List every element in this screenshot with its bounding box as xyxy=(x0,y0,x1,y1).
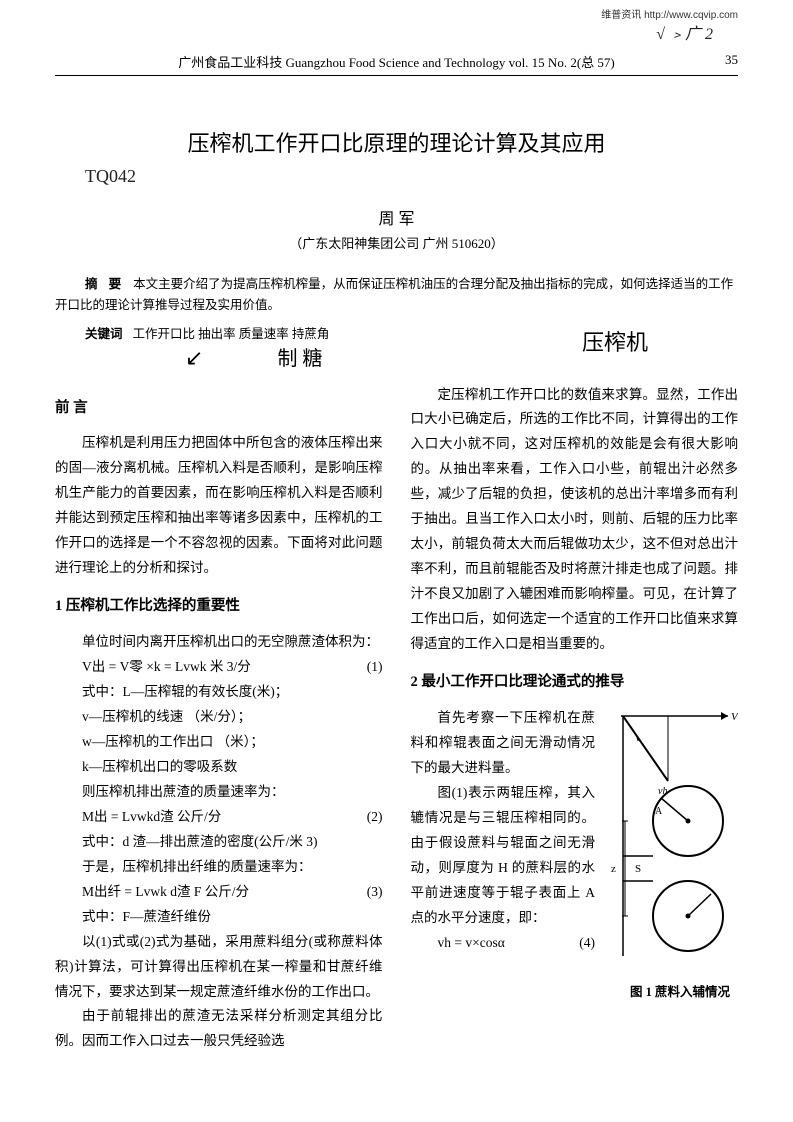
definition-line: 于是，压榨机排出纤维的质量速率为： xyxy=(55,855,383,880)
equation-number: (2) xyxy=(367,805,383,830)
two-column-body: 前 言 压榨机是利用压力把固体中所包含的液体压榨出来的固—液分离机械。压榨机入料… xyxy=(55,383,738,1055)
hand-annotation-classcode: TQ042 xyxy=(85,166,738,187)
section-heading-foreword: 前 言 xyxy=(55,395,383,422)
svg-text:A: A xyxy=(655,806,663,817)
equation-number: (4) xyxy=(579,931,595,956)
equation-3: M出纤 = Lvwk d渣 F 公斤/分(3) xyxy=(55,880,383,905)
paragraph: 图(1)表示两辊压榨，其入辘情况是与三辊压榨相同的。由于假设蔗料与辊面之间无滑动… xyxy=(411,781,596,931)
definition-line: 式中：F—蔗渣纤维份 xyxy=(55,905,383,930)
rollers-diagram-icon: V vh A S xyxy=(603,706,738,966)
figure-1-caption: 图 1 蔗料入辅情况 xyxy=(411,981,739,1004)
left-column: 前 言 压榨机是利用压力把固体中所包含的液体压榨出来的固—液分离机械。压榨机入料… xyxy=(55,383,383,1055)
author: 周 军 xyxy=(55,205,738,229)
equation-number: (3) xyxy=(367,880,383,905)
paper-title: 压榨机工作开口比原理的理论计算及其应用 xyxy=(55,126,738,158)
paragraph: 定压榨机工作开口比的数值来求算。显然，工作出口大小已确定后，所选的工作比不同，计… xyxy=(411,383,739,658)
keywords-row: 关键词工作开口比 抽出率 质量速率 持蔗角 ↙ 制 糖 压榨机 xyxy=(55,323,738,371)
affiliation: （广东太阳神集团公司 广州 510620） xyxy=(55,233,738,252)
abstract-block: 摘 要本文主要介绍了为提高压榨机榨量，从而保证压榨机油压的合理分配及抽出指标的完… xyxy=(55,274,738,317)
definition-line: 式中：d 渣—排出蔗渣的密度(公斤/米 3) xyxy=(55,830,383,855)
svg-text:z: z xyxy=(611,863,616,875)
definition-line: v—压榨机的线速 （米/分）； xyxy=(55,705,383,730)
figure-block: 首先考察一下压榨机在蔗料和榨辊表面之间无滑动情况下的最大进料量。 图(1)表示两… xyxy=(411,706,739,975)
running-header: 广州食品工业科技 Guangzhou Food Science and Tech… xyxy=(55,30,738,76)
paragraph: 单位时间内离开压榨机出口的无空隙蔗渣体积为： xyxy=(55,630,383,655)
keywords-label: 关键词 xyxy=(85,327,123,341)
section-heading-1: 1 压榨机工作比选择的重要性 xyxy=(55,593,383,620)
paragraph: 首先考察一下压榨机在蔗料和榨辊表面之间无滑动情况下的最大进料量。 xyxy=(411,706,596,781)
abstract-text: 本文主要介绍了为提高压榨机榨量，从而保证压榨机油压的合理分配及抽出指标的完成，如… xyxy=(55,277,733,312)
figure-side-text: 首先考察一下压榨机在蔗料和榨辊表面之间无滑动情况下的最大进料量。 图(1)表示两… xyxy=(411,706,596,956)
svg-text:vh: vh xyxy=(658,786,667,797)
section-heading-2: 2 最小工作开口比理论通式的推导 xyxy=(411,669,739,696)
right-column: 定压榨机工作开口比的数值来求算。显然，工作出口大小已确定后，所选的工作比不同，计… xyxy=(411,383,739,1055)
hand-annotation-sugar: 制 糖 xyxy=(277,348,322,370)
svg-text:S: S xyxy=(635,863,641,875)
header-text: 广州食品工业科技 Guangzhou Food Science and Tech… xyxy=(178,55,614,70)
definition-line: 则压榨机排出蔗渣的质量速率为： xyxy=(55,780,383,805)
svg-text:V: V xyxy=(731,711,738,723)
abstract-label: 摘 要 xyxy=(85,277,125,291)
keywords-line: 关键词工作开口比 抽出率 质量速率 持蔗角 xyxy=(85,323,329,342)
paragraph: 由于前辊排出的蔗渣无法采样分析测定其组分比例。因而工作入口过去一般只凭经验选 xyxy=(55,1004,383,1054)
equation-4: vh = v×cosα(4) xyxy=(411,931,596,956)
page-number: 35 xyxy=(725,52,738,68)
figure-1-diagram: V vh A S xyxy=(603,706,738,975)
paragraph: 以(1)式或(2)式为基础，采用蔗料组分(或称蔗料体积)计算法，可计算得出压榨机… xyxy=(55,930,383,1005)
paragraph: 压榨机是利用压力把固体中所包含的液体压榨出来的固—液分离机械。压榨机入料是否顺利… xyxy=(55,431,383,581)
equation-number: (1) xyxy=(367,655,383,680)
watermark-text: 维普资讯 http://www.cqvip.com xyxy=(601,6,738,21)
equation-2: M出 = Lvwkd渣 公斤/分(2) xyxy=(55,805,383,830)
definition-line: 式中：L—压榨辊的有效长度(米)； xyxy=(55,680,383,705)
definition-line: k—压榨机出口的零吸系数 xyxy=(55,755,383,780)
definition-line: w—压榨机的工作出口 （米）； xyxy=(55,730,383,755)
page: 维普资讯 http://www.cqvip.com √ ﹥广 2 广州食品工业科… xyxy=(0,0,793,1122)
hand-annotation-press: 压榨机 xyxy=(582,325,648,357)
hand-annotation-bracket: ↙ 制 糖 xyxy=(185,342,329,371)
equation-1: V出 = V零 ×k = Lvwk 米 3/分(1) xyxy=(55,655,383,680)
keywords-text: 工作开口比 抽出率 质量速率 持蔗角 xyxy=(133,327,330,341)
